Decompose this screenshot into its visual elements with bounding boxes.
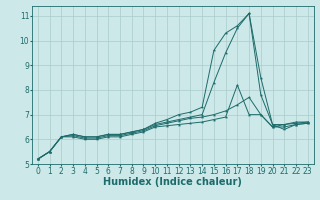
X-axis label: Humidex (Indice chaleur): Humidex (Indice chaleur) — [103, 177, 242, 187]
